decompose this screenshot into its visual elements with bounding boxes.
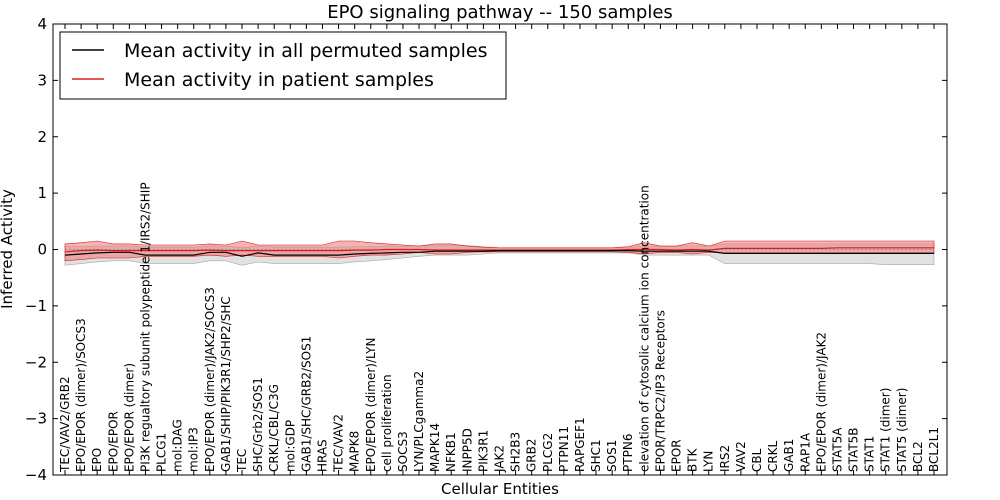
- x-tick-label: EPO/EPOR (dimer)/JAK2/SOCS3: [203, 287, 217, 472]
- x-tick-label: mol:IP3: [187, 427, 201, 472]
- x-tick-label: EPO: [90, 448, 104, 472]
- line-layer: [64, 247, 934, 257]
- permuted-series-line: [64, 250, 934, 257]
- x-tick-label: MAPK8: [348, 431, 362, 472]
- x-tick-label: STAT5B: [847, 427, 861, 472]
- x-tick-label: elevation of cytosolic calcium ion conce…: [637, 185, 651, 472]
- x-tick-label: PI3K regualtory subunit polypeptide 1/IR…: [139, 182, 153, 472]
- x-tick-label: HRAS: [316, 439, 330, 472]
- x-tick-label: PIK3R1: [476, 430, 490, 472]
- x-tick-label: LYN/PLCgamma2: [412, 371, 426, 472]
- x-tick-label: mol:DAG: [171, 419, 185, 472]
- x-tick-label: EPO/EPOR (dimer): [122, 363, 136, 472]
- x-tick-label: GRB2: [525, 438, 539, 472]
- x-tick-label: LYN: [702, 451, 716, 472]
- y-tick-label: −4: [25, 466, 47, 484]
- x-tick-label: SOS1: [605, 440, 619, 472]
- x-tick-label: EPO/EPOR (dimer)/JAK2: [814, 332, 828, 472]
- x-tick-label: JAK2: [493, 445, 507, 473]
- x-tick-label: GAB1/SHC/GRB2/SOS1: [299, 336, 313, 472]
- y-tick-label: 3: [37, 71, 47, 89]
- x-tick-label: CRKL: [766, 440, 780, 472]
- y-tick-layer: −4 −3 −2 −1 0 1 2 3 4: [25, 15, 947, 484]
- x-tick-label: EPO/EPOR: [106, 411, 120, 472]
- x-tick-label: CBL: [750, 448, 764, 472]
- y-tick-label: −1: [25, 297, 47, 315]
- x-tick-label: INPP5D: [460, 428, 474, 472]
- x-tick-label: PTPN11: [557, 426, 571, 472]
- x-tick-label: CRKL/CBL/C3G: [267, 384, 281, 472]
- y-axis-label: Inferred Activity: [0, 189, 16, 309]
- y-tick-label: 1: [37, 184, 47, 202]
- x-tick-label: STAT1: [863, 436, 877, 472]
- x-tick-label: cell proliferation: [380, 374, 394, 472]
- x-tick-label: SHC1: [589, 439, 603, 472]
- x-tick-label: SOCS3: [396, 431, 410, 472]
- x-tick-label: EPOR/TRPC2/IP3 Receptors: [653, 310, 667, 472]
- x-tick-label: GAB1: [782, 439, 796, 472]
- y-tick-label: 2: [37, 128, 47, 146]
- y-tick-label: −3: [25, 410, 47, 428]
- x-tick-label: EPO/EPOR (dimer)/SOCS3: [74, 318, 88, 472]
- x-tick-label: IRS2: [718, 445, 732, 472]
- x-tick-label: MAPK14: [428, 423, 442, 472]
- plot-frame: [52, 23, 948, 476]
- x-axis-label: Cellular Entities: [441, 480, 559, 498]
- y-tick-label: −2: [25, 353, 47, 371]
- x-tick-label: TEC/VAV2: [332, 414, 346, 473]
- x-tick-label: STAT1 (dimer): [879, 388, 893, 472]
- x-tick-label: GAB1/SHIP/PIK3R1/SHP2/SHC: [219, 296, 233, 472]
- x-tick-layer: TEC/VAV2/GRB2 EPO/EPOR (dimer)/SOCS3 EPO EP…: [58, 24, 941, 475]
- x-tick-label: STAT5 (dimer): [895, 388, 909, 472]
- y-tick-label: 4: [37, 15, 47, 33]
- x-tick-label: mol:GDP: [283, 420, 297, 472]
- x-tick-label: PTPN6: [621, 434, 635, 472]
- x-tick-label: BTK: [686, 447, 700, 472]
- x-tick-label: TEC/VAV2/GRB2: [58, 376, 72, 473]
- x-tick-label: BCL2: [911, 441, 925, 472]
- legend-label-patient: Mean activity in patient samples: [124, 69, 434, 91]
- x-tick-label: TEC: [235, 449, 249, 473]
- x-tick-label: STAT5A: [830, 427, 844, 472]
- x-tick-label: SH2B3: [509, 432, 523, 472]
- x-tick-label: BCL2L1: [927, 427, 941, 472]
- chart-title: EPO signaling pathway -- 150 samples: [327, 2, 673, 23]
- y-tick-label: 0: [37, 241, 47, 259]
- x-tick-label: RAP1A: [798, 432, 812, 472]
- x-tick-label: NFKB1: [444, 432, 458, 472]
- x-tick-label: SHC/Grb2/SOS1: [251, 377, 265, 472]
- legend: Mean activity in all permuted samples Me…: [59, 31, 507, 100]
- x-tick-label: EPOR: [670, 439, 684, 472]
- x-tick-label: RAPGEF1: [573, 417, 587, 472]
- x-tick-label: VAV2: [734, 441, 748, 472]
- legend-label-permuted: Mean activity in all permuted samples: [124, 40, 487, 62]
- x-tick-label: PLCG2: [541, 433, 555, 472]
- legend-box: [59, 31, 507, 100]
- x-tick-label: EPO/EPOR (dimer)/LYN: [364, 338, 378, 472]
- x-tick-label: PLCG1: [155, 433, 169, 472]
